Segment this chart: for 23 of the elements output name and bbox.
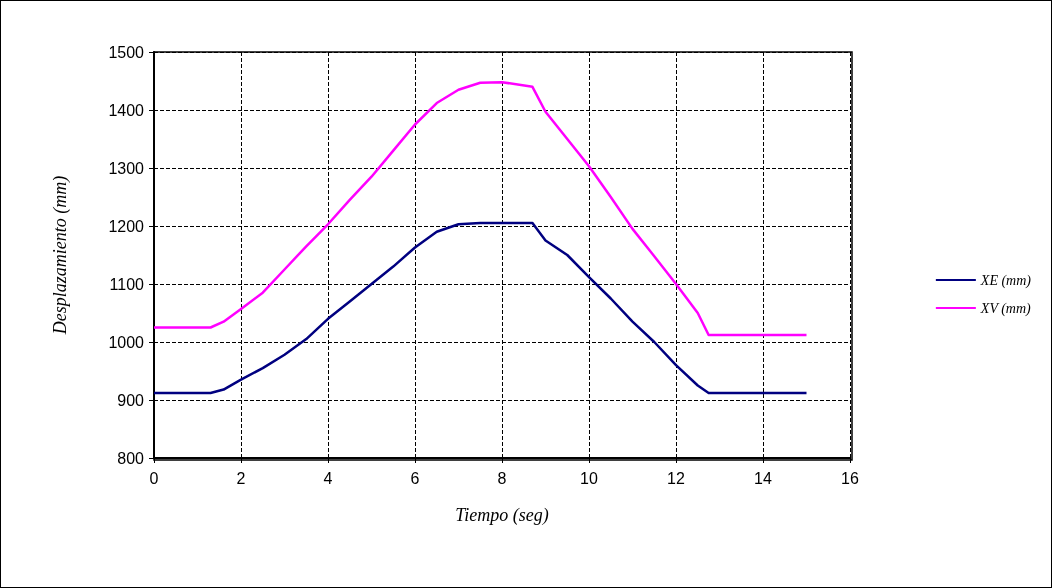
line-series xyxy=(152,221,808,395)
y-tick-label: 1000 xyxy=(108,333,145,351)
y-tick-label: 800 xyxy=(117,449,145,467)
x-axis-title: Tiempo (seg) xyxy=(455,505,549,526)
x-tick-label: 4 xyxy=(323,469,333,487)
x-tick-label: 12 xyxy=(667,469,685,487)
x-tick-label: 10 xyxy=(580,469,598,487)
x-tick-label: 8 xyxy=(497,469,507,487)
legend-label: XV (mm) xyxy=(979,300,1032,317)
x-tick-label: 14 xyxy=(754,469,772,487)
y-axis-title: Desplazamiento (mm) xyxy=(50,175,71,336)
y-tick-label: 1200 xyxy=(108,217,145,235)
legend-label: XE (mm) xyxy=(979,272,1032,289)
y-tick-label: 1400 xyxy=(108,101,145,119)
y-tick-label: 1500 xyxy=(108,43,145,61)
y-tick-label: 900 xyxy=(117,391,145,409)
y-tick-label: 1300 xyxy=(108,159,145,177)
x-tick-label: 0 xyxy=(149,469,159,487)
line-series xyxy=(152,80,808,337)
x-tick-label: 2 xyxy=(236,469,246,487)
y-tick-label: 1100 xyxy=(109,275,145,293)
x-tick-label: 6 xyxy=(410,469,420,487)
x-tick-label: 16 xyxy=(841,469,859,487)
